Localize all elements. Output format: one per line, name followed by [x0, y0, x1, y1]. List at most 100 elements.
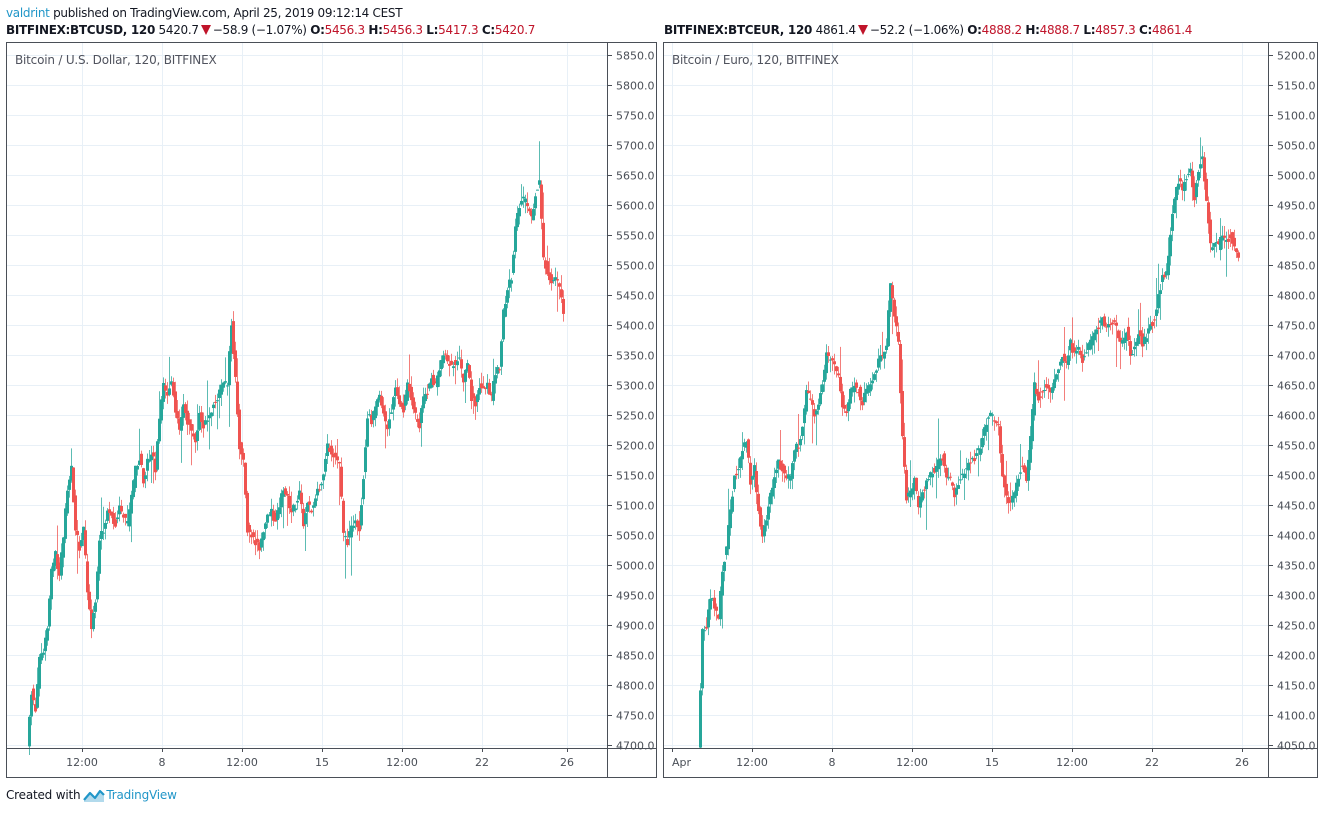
- low-label: L:: [1083, 23, 1096, 37]
- price-tick-label: 5000.0: [616, 560, 655, 573]
- price-tick-label: 4800.0: [1277, 290, 1316, 303]
- price-tick-label: 5650.0: [616, 170, 655, 183]
- price-tick-label: 4950.0: [1277, 200, 1316, 213]
- time-tick-label: 26: [1235, 756, 1249, 769]
- chart-title: Bitcoin / U.S. Dollar, 120, BITFINEX: [15, 53, 217, 67]
- price-tick-label: 4350.0: [1277, 560, 1316, 573]
- price-tick-label: 5400.0: [616, 320, 655, 333]
- high-label: H:: [1025, 23, 1040, 37]
- publication-info: valdrint published on TradingView.com, A…: [6, 6, 403, 20]
- btcusd-chart[interactable]: 5850.0 5800.0 5750.0 5700.0 5650.0 5600.0 5550…: [6, 42, 657, 778]
- price-tick-label: 5600.0: [616, 200, 655, 213]
- symbol-name: BITFINEX:BTCEUR, 120: [664, 23, 813, 37]
- price-tick-label: 5450.0: [616, 290, 655, 303]
- price-tick-label: 4150.0: [1277, 680, 1316, 693]
- price-tick-label: 4700.0: [616, 740, 655, 753]
- price-tick-label: 4400.0: [1277, 530, 1316, 543]
- price-tick-label: 5300.0: [616, 380, 655, 393]
- close-value: 4861.4: [1151, 23, 1193, 37]
- candlestick-plot[interactable]: 5850.0 5800.0 5750.0 5700.0 5650.0 5600.0 5550…: [7, 43, 656, 777]
- time-tick-label: 12:00: [386, 756, 418, 769]
- time-tick-label: 8: [829, 756, 836, 769]
- price-tick-label: 4900.0: [616, 620, 655, 633]
- price-tick-label: 4850.0: [1277, 260, 1316, 273]
- price-tick-label: 4900.0: [1277, 230, 1316, 243]
- close-label: C:: [1138, 23, 1152, 37]
- open-value: 5456.3: [324, 23, 366, 37]
- open-label: O:: [967, 23, 982, 37]
- chart-title: Bitcoin / Euro, 120, BITFINEX: [672, 53, 839, 67]
- price-tick-label: 4300.0: [1277, 590, 1316, 603]
- price-tick-label: 5050.0: [616, 530, 655, 543]
- candles: [28, 141, 565, 756]
- open-value: 4888.2: [981, 23, 1023, 37]
- tradingview-logo-icon: [83, 789, 106, 802]
- price-tick-label: 4800.0: [616, 680, 655, 693]
- time-tick-label: 22: [1145, 756, 1159, 769]
- left-symbol-legend: BITFINEX:BTCUSD, 120 5420.7 −58.9 (−1.07%…: [6, 23, 535, 37]
- price-tick-label: 5100.0: [616, 500, 655, 513]
- candlestick-plot[interactable]: 5200.0 5150.0 5100.0 5050.0 5000.0 4950.0 4900…: [664, 43, 1317, 777]
- price-tick-label: 4250.0: [1277, 620, 1316, 633]
- time-tick-label: 12:00: [896, 756, 928, 769]
- price-tick-label: 5050.0: [1277, 140, 1316, 153]
- open-label: O:: [310, 23, 325, 37]
- time-tick-label: 12:00: [736, 756, 768, 769]
- price-tick-label: 5500.0: [616, 260, 655, 273]
- price-change: −58.9 (−1.07%): [212, 23, 307, 37]
- time-tick-label: 15: [985, 756, 999, 769]
- price-tick-label: 5100.0: [1277, 110, 1316, 123]
- down-triangle-icon: [200, 25, 211, 35]
- price-tick-label: 4950.0: [616, 590, 655, 603]
- price-tick-label: 4850.0: [616, 650, 655, 663]
- price-tick-label: 5150.0: [1277, 80, 1316, 93]
- price-tick-label: 4450.0: [1277, 500, 1316, 513]
- price-tick-label: 5000.0: [1277, 170, 1316, 183]
- time-tick-label: 12:00: [1056, 756, 1088, 769]
- price-tick-label: 5550.0: [616, 230, 655, 243]
- price-tick-label: 5700.0: [616, 140, 655, 153]
- price-tick-label: 4100.0: [1277, 710, 1316, 723]
- price-tick-label: 5850.0: [616, 50, 655, 63]
- btceur-chart[interactable]: 5200.0 5150.0 5100.0 5050.0 5000.0 4950.0 4900…: [663, 42, 1318, 778]
- price-tick-label: 4500.0: [1277, 470, 1316, 483]
- price-tick-label: 5250.0: [616, 410, 655, 423]
- candles: [699, 137, 1240, 749]
- time-tick-label: 26: [560, 756, 574, 769]
- symbol-name: BITFINEX:BTCUSD, 120: [6, 23, 156, 37]
- published-text: published on TradingView.com, April 25, …: [49, 6, 403, 20]
- time-tick-label: 12:00: [226, 756, 258, 769]
- price-tick-label: 5150.0: [616, 470, 655, 483]
- price-tick-label: 5800.0: [616, 80, 655, 93]
- price-tick-label: 4050.0: [1277, 740, 1316, 753]
- time-tick-label: 8: [159, 756, 166, 769]
- time-tick-label: Apr: [672, 756, 692, 769]
- low-label: L:: [426, 23, 439, 37]
- close-value: 5420.7: [494, 23, 536, 37]
- time-tick-label: 22: [475, 756, 489, 769]
- low-value: 4857.3: [1095, 23, 1136, 37]
- last-price: 5420.7: [158, 23, 200, 37]
- price-tick-label: 5200.0: [1277, 50, 1316, 63]
- high-label: H:: [368, 23, 383, 37]
- high-value: 4888.7: [1039, 23, 1081, 37]
- high-value: 5456.3: [382, 23, 424, 37]
- price-change: −52.2 (−1.06%): [869, 23, 964, 37]
- price-tick-label: 4750.0: [616, 710, 655, 723]
- price-tick-label: 4200.0: [1277, 650, 1316, 663]
- price-tick-label: 5350.0: [616, 350, 655, 363]
- price-tick-label: 4550.0: [1277, 440, 1316, 453]
- down-triangle-icon: [857, 25, 868, 35]
- price-tick-label: 5200.0: [616, 440, 655, 453]
- tradingview-link[interactable]: TradingView: [106, 788, 177, 802]
- price-tick-label: 4650.0: [1277, 380, 1316, 393]
- time-tick-label: 12:00: [66, 756, 98, 769]
- price-tick-label: 4700.0: [1277, 350, 1316, 363]
- last-price: 4861.4: [815, 23, 857, 37]
- created-with-text: Created with: [6, 788, 81, 802]
- author-link[interactable]: valdrint: [6, 6, 50, 20]
- footer-attribution: Created with TradingView: [6, 788, 177, 803]
- price-tick-label: 4600.0: [1277, 410, 1316, 423]
- price-tick-label: 5750.0: [616, 110, 655, 123]
- right-symbol-legend: BITFINEX:BTCEUR, 120 4861.4 −52.2 (−1.06%…: [664, 23, 1192, 37]
